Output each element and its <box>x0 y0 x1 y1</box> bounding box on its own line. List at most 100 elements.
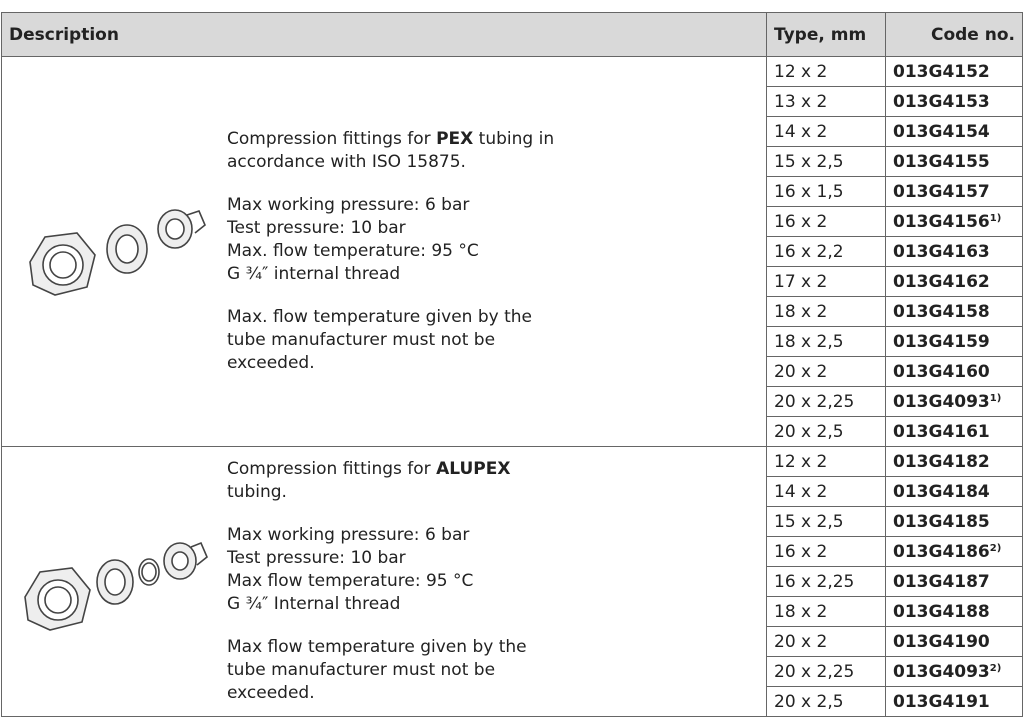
type-cell: 16 x 2,2 <box>767 237 886 267</box>
code: 013G4158 <box>893 302 990 322</box>
code: 013G4184 <box>893 482 990 502</box>
type-cell: 20 x 2 <box>767 357 886 387</box>
type-cell: 16 x 2 <box>767 207 886 237</box>
intro-bold: ALUPEX <box>436 459 510 479</box>
header-cell: Code no. <box>886 13 1023 57</box>
type-cell: 12 x 2 <box>767 447 886 477</box>
code-cell: 013G4188 <box>886 597 1023 627</box>
code-cell: 013G4191 <box>886 687 1023 717</box>
type-cell: 13 x 2 <box>767 87 886 117</box>
description-cell: Compression fittings for ALUPEX tubing. M… <box>2 447 767 717</box>
footnote-ref: 1) <box>990 393 1002 404</box>
spec-line: Max working pressure: 6 bar <box>227 524 557 547</box>
type-cell: 15 x 2,5 <box>767 147 886 177</box>
header-row: Description Type, mm Code no. <box>2 13 1023 57</box>
code-cell: 013G4185 <box>886 507 1023 537</box>
footnote-ref: 2) <box>990 543 1002 554</box>
spec-line: G ¾″ Internal thread <box>227 593 557 616</box>
intro-text: tubing. <box>227 482 287 502</box>
code-cell: 013G4162 <box>886 267 1023 297</box>
type-cell: 18 x 2 <box>767 597 886 627</box>
code-cell: 013G4152 <box>886 57 1023 87</box>
code-cell: 013G40931) <box>886 387 1023 417</box>
code: 013G4159 <box>893 332 990 352</box>
type-cell: 14 x 2 <box>767 477 886 507</box>
type-cell: 14 x 2 <box>767 117 886 147</box>
code: 013G4190 <box>893 632 990 652</box>
code: 013G4185 <box>893 512 990 532</box>
code-cell: 013G4161 <box>886 417 1023 447</box>
intro: Compression fittings for ALUPEX tubing. <box>227 458 557 504</box>
code: 013G4093 <box>893 392 990 412</box>
table-row: Compression fittings for ALUPEX tubing.M… <box>2 447 1023 477</box>
type-cell: 16 x 2,25 <box>767 567 886 597</box>
footnote-ref: 1) <box>990 213 1002 224</box>
code: 013G4160 <box>893 362 990 382</box>
code: 013G4157 <box>893 182 990 202</box>
code: 013G4191 <box>893 692 990 712</box>
code: 013G4154 <box>893 122 990 142</box>
type-cell: 20 x 2 <box>767 627 886 657</box>
note: Max. flow temperature given by the tube … <box>227 306 557 375</box>
spec-line: Test pressure: 10 bar <box>227 217 557 240</box>
code-cell: 013G4187 <box>886 567 1023 597</box>
page: Description Type, mm Code no. Compressio… <box>0 0 1023 718</box>
code-cell: 013G4190 <box>886 627 1023 657</box>
code: 013G4093 <box>893 662 990 682</box>
code: 013G4182 <box>893 452 990 472</box>
type-cell: 20 x 2,25 <box>767 657 886 687</box>
code-cell: 013G4158 <box>886 297 1023 327</box>
type-cell: 15 x 2,5 <box>767 507 886 537</box>
code-cell: 013G4182 <box>886 447 1023 477</box>
code-cell: 013G4154 <box>886 117 1023 147</box>
code-cell: 013G41862) <box>886 537 1023 567</box>
table-row: Compression fittings for PEX tubing in a… <box>2 57 1023 87</box>
intro-bold: PEX <box>436 129 473 149</box>
header-cell: Type, mm <box>767 13 886 57</box>
code: 013G4162 <box>893 272 990 292</box>
fitting-icon <box>15 517 215 647</box>
spec-line: Max flow temperature: 95 °C <box>227 570 557 593</box>
spec-line: Max. flow temperature: 95 °C <box>227 240 557 263</box>
intro-text: Compression fittings for <box>227 129 436 149</box>
spec-line: G ¾″ internal thread <box>227 263 557 286</box>
code-cell: 013G4153 <box>886 87 1023 117</box>
description: Compression fittings for PEX tubing in a… <box>2 128 766 375</box>
description-text: Compression fittings for ALUPEX tubing. M… <box>227 458 557 705</box>
code-cell: 013G4184 <box>886 477 1023 507</box>
spec-line: Test pressure: 10 bar <box>227 547 557 570</box>
type-cell: 18 x 2 <box>767 297 886 327</box>
type-cell: 12 x 2 <box>767 57 886 87</box>
type-cell: 20 x 2,25 <box>767 387 886 417</box>
intro: Compression fittings for PEX tubing in a… <box>227 128 557 174</box>
type-cell: 16 x 1,5 <box>767 177 886 207</box>
code: 013G4152 <box>893 62 990 82</box>
type-cell: 18 x 2,5 <box>767 327 886 357</box>
code: 013G4187 <box>893 572 990 592</box>
code: 013G4153 <box>893 92 990 112</box>
code: 013G4186 <box>893 542 990 562</box>
note: Max flow temperature given by the tube m… <box>227 636 557 705</box>
footnote-ref: 2) <box>990 663 1002 674</box>
intro-text: Compression fittings for <box>227 459 436 479</box>
code: 013G4155 <box>893 152 990 172</box>
code: 013G4156 <box>893 212 990 232</box>
code: 013G4163 <box>893 242 990 262</box>
type-cell: 20 x 2,5 <box>767 417 886 447</box>
spec-line: Max working pressure: 6 bar <box>227 194 557 217</box>
fitting-icon <box>15 187 215 317</box>
code-cell: 013G4160 <box>886 357 1023 387</box>
code-cell: 013G40932) <box>886 657 1023 687</box>
description: Compression fittings for ALUPEX tubing. M… <box>2 458 766 705</box>
description-text: Compression fittings for PEX tubing in a… <box>227 128 557 375</box>
code-cell: 013G41561) <box>886 207 1023 237</box>
code-cell: 013G4157 <box>886 177 1023 207</box>
type-cell: 20 x 2,5 <box>767 687 886 717</box>
product-table: Description Type, mm Code no. Compressio… <box>1 12 1023 717</box>
code: 013G4161 <box>893 422 990 442</box>
icon-box <box>2 517 227 647</box>
code: 013G4188 <box>893 602 990 622</box>
type-cell: 16 x 2 <box>767 537 886 567</box>
